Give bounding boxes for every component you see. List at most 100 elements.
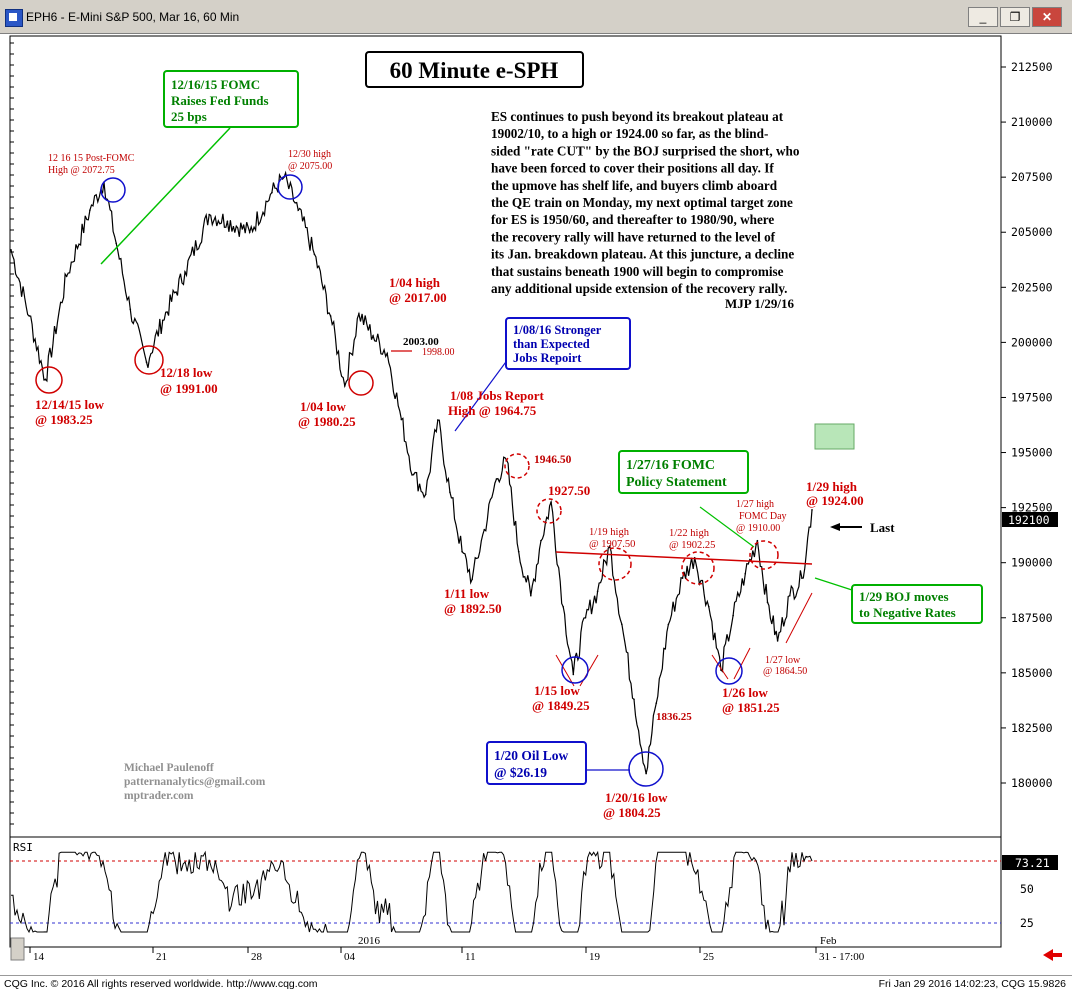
scroll-right-arrow-icon[interactable] [1043, 949, 1062, 961]
jan27-high-label3: @ 1910.00 [736, 523, 780, 534]
price-key-point [412, 473, 415, 476]
price-key-point [572, 673, 575, 676]
price-key-point [788, 594, 791, 597]
level-1836-label: 1836.25 [656, 711, 692, 723]
jan14-high-circle [536, 498, 562, 524]
price-key-point [471, 578, 473, 581]
minimize-button[interactable]: _ [968, 7, 998, 27]
author-email: patternanalytics@gmail.com [124, 776, 266, 788]
jan11-low-label1: 1/11 low [444, 586, 490, 601]
jobs-box-line1: 1/08/16 Stronger [513, 323, 602, 337]
level-1946-label: 1946.50 [534, 454, 572, 466]
window-title: EPH6 - E-Mini S&P 500, Mar 16, 60 Min [26, 10, 240, 24]
price-key-point [226, 220, 229, 223]
level-1998-label: 1998.00 [422, 347, 455, 358]
jan11-low-label2: @ 1892.50 [444, 601, 502, 616]
jan04-low-label1: 1/04 low [300, 399, 346, 414]
plateau-line [555, 551, 813, 565]
time-axis-label: 31 - 17:00 [819, 951, 865, 963]
post-fomc-high-label2: High @ 2072.75 [48, 165, 115, 176]
fomc-jan-line1: 1/27/16 FOMC [626, 458, 715, 473]
jan26-trend-right [733, 647, 751, 680]
price-key-point [766, 601, 769, 604]
price-axis-label: 200000 [1011, 335, 1053, 349]
price-key-point [732, 614, 734, 617]
price-key-point [608, 545, 611, 547]
price-axis-label: 182500 [1011, 721, 1053, 735]
price-key-point [540, 539, 542, 542]
price-key-point [530, 594, 532, 597]
app-icon [5, 9, 23, 27]
jan13-high-circle [504, 453, 530, 479]
commentary-line: have been forced to cover their position… [491, 161, 774, 176]
time-axis-label: 04 [344, 951, 356, 963]
price-key-point [811, 509, 813, 511]
jan04-high-label2: @ 2017.00 [389, 290, 447, 305]
commentary-line: that sustains beneath 1900 will begin to… [491, 264, 784, 279]
commentary-line: ES continues to push beyond its breakout… [491, 109, 784, 124]
price-chart: 212500 210000 207500 205000 202500 200000 1975… [9, 35, 1062, 963]
price-key-point [562, 605, 565, 608]
price-key-point [145, 361, 148, 364]
price-key-point [358, 312, 360, 315]
price-axis-label: 192500 [1011, 501, 1053, 515]
oil-line1: 1/20 Oil Low [494, 748, 569, 763]
jan22-high-label2: @ 1902.25 [669, 540, 715, 551]
price-axis-label: 190000 [1011, 556, 1053, 570]
level-1927-label: 1927.50 [548, 483, 590, 498]
price-key-point [161, 319, 164, 322]
commentary-line: the recovery rally will have returned to… [491, 229, 776, 244]
dec18-low-circle [134, 345, 164, 375]
price-key-point [756, 539, 759, 542]
jan04-low-label2: @ 1980.25 [298, 414, 356, 429]
last-price-tag [1002, 512, 1058, 527]
jobs-high-label1: 1/08 Jobs Report [450, 388, 545, 403]
author-site: mptrader.com [124, 790, 194, 802]
price-key-point [386, 352, 389, 355]
commentary-line: sided "rate CUT" by the BOJ surprised th… [491, 143, 800, 158]
chart-title-box [365, 51, 584, 88]
post-fomc-high-circle [100, 177, 126, 203]
oil-line2: @ $26.19 [494, 765, 547, 780]
commentary-line: the upmove has shelf life, and buyers cl… [491, 178, 778, 193]
jan27-trend-line [785, 592, 813, 644]
jan19-high-label2: @ 1907.50 [589, 539, 635, 550]
year-label: 2016 [358, 935, 381, 947]
jan20-low-circle [628, 751, 664, 787]
jan27-low-label1: 1/27 low [765, 655, 801, 666]
price-axis-label: 197500 [1011, 390, 1053, 404]
price-axis-label: 212500 [1011, 60, 1053, 74]
price-key-point [329, 315, 332, 317]
price-key-point [645, 772, 647, 775]
last-arrow-head [830, 523, 840, 531]
rsi-panel [9, 836, 1002, 948]
dec30-high-label1: 12/30 high [288, 149, 331, 160]
jan29-high-label1: 1/29 high [806, 479, 858, 494]
author-name: Michael Paulenoff [124, 762, 214, 774]
scroll-left-handle[interactable] [10, 937, 25, 961]
boj-box [851, 584, 983, 624]
price-key-point [801, 577, 803, 579]
close-button[interactable]: ✕ [1032, 7, 1062, 27]
price-key-point [584, 616, 587, 619]
dec18-low-label1: 12/18 low [160, 365, 213, 380]
rsi-series-line [11, 850, 813, 934]
status-bar: CQG Inc. © 2016 All rights reserved worl… [0, 975, 1072, 992]
dec18-low-label2: @ 1991.00 [160, 381, 218, 396]
price-key-point [115, 242, 117, 245]
target-zone [814, 423, 855, 450]
time-axis-label: 11 [465, 951, 476, 963]
rsi-level-50: 50 [1020, 882, 1034, 896]
price-key-point [313, 253, 316, 256]
price-key-point [708, 605, 710, 608]
fomc-dec-line1: 12/16/15 FOMC [171, 77, 260, 92]
jan26-low-label2: @ 1851.25 [722, 700, 780, 715]
price-key-point [436, 419, 439, 421]
jan22-high-circle [681, 551, 715, 585]
time-axis-label: 19 [589, 951, 601, 963]
price-key-point [744, 572, 747, 575]
jan04-low-circle [348, 370, 374, 396]
chart-area: 212500 210000 207500 205000 202500 200000 1975… [0, 33, 1072, 975]
price-axis-label: 180000 [1011, 776, 1053, 790]
restore-button[interactable]: ❐ [1000, 7, 1030, 27]
